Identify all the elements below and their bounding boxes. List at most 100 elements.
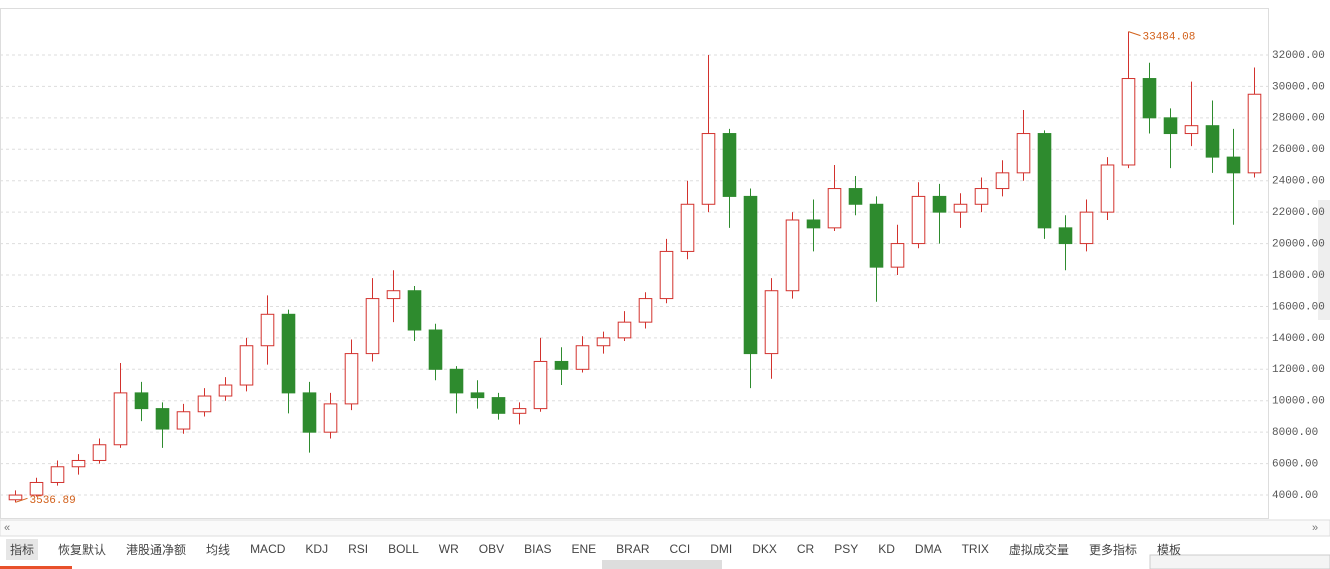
y-tick-label: 12000.00 [1272, 364, 1325, 376]
candle-body [50, 466, 65, 483]
candle-body [722, 133, 737, 197]
tab[interactable]: 均线 [206, 542, 231, 557]
min-label: 3536.89 [30, 495, 76, 507]
tab[interactable]: WR [438, 542, 459, 556]
candle-body [29, 481, 44, 496]
tab[interactable]: 指标 [6, 538, 39, 560]
candle-body [1226, 156, 1241, 174]
y-tick-label: 10000.00 [1272, 396, 1325, 408]
candle-body [869, 203, 884, 268]
candle-body [71, 459, 86, 468]
tab[interactable]: 恢复默认 [58, 542, 107, 557]
candle-body [1100, 164, 1115, 213]
candle-body [743, 195, 758, 355]
y-tick-label: 30000.00 [1272, 81, 1325, 93]
tab[interactable]: DMI [710, 542, 733, 556]
candle-body [785, 219, 800, 292]
candle-body [1058, 227, 1073, 245]
candle-body [428, 329, 443, 370]
candle-body [764, 290, 779, 355]
max-pointer [1128, 31, 1141, 37]
tab[interactable]: BOLL [388, 542, 419, 556]
tab[interactable]: ENE [571, 542, 597, 556]
candle-body [176, 411, 191, 430]
candle-body [512, 408, 527, 414]
plot-frame [0, 8, 1269, 519]
candle-body [1037, 133, 1052, 229]
candle-body [638, 298, 653, 323]
y-tick-label: 20000.00 [1272, 238, 1325, 250]
y-tick-label: 18000.00 [1272, 270, 1325, 282]
side-scroll[interactable] [1318, 200, 1330, 320]
toolbar[interactable] [1149, 554, 1330, 569]
candle-body [407, 290, 422, 331]
tab[interactable]: OBV [478, 542, 505, 556]
tab[interactable]: PSY [834, 542, 859, 556]
candle-body [596, 337, 611, 347]
y-tick-label: 22000.00 [1272, 207, 1325, 219]
candle-body [302, 392, 317, 433]
candle-body [575, 345, 590, 370]
candle-body [806, 219, 821, 229]
candle-body [92, 444, 107, 461]
candle-body [1205, 125, 1220, 158]
tab[interactable]: 模板 [1156, 542, 1181, 557]
candle-body [995, 172, 1010, 190]
min-pointer [15, 497, 28, 503]
candle-body [1142, 78, 1157, 119]
candle-body [974, 188, 989, 205]
candle-body [1121, 78, 1136, 166]
tab[interactable]: MACD [250, 542, 286, 556]
candle-body [1163, 117, 1178, 135]
y-tick-label: 6000.00 [1272, 459, 1318, 471]
candle-body [1247, 93, 1262, 174]
y-tick-label: 32000.00 [1272, 50, 1325, 62]
candle-body [911, 195, 926, 245]
y-tick-label: 16000.00 [1272, 301, 1325, 313]
candle-body [848, 188, 863, 205]
tab[interactable]: KDJ [305, 542, 329, 556]
scroll-right[interactable]: » [1312, 522, 1318, 534]
scrollbar[interactable] [0, 519, 1330, 537]
tab[interactable]: DKX [752, 542, 777, 556]
y-tick-label: 14000.00 [1272, 333, 1325, 345]
tab[interactable]: 港股通净额 [126, 542, 187, 557]
candle-body [617, 321, 632, 339]
candle-body [701, 133, 716, 205]
candle-body [659, 250, 674, 300]
tab[interactable]: BIAS [524, 542, 552, 556]
progress [0, 566, 72, 569]
tab[interactable]: TRIX [961, 542, 989, 556]
tab[interactable]: KD [878, 542, 895, 556]
candle-body [281, 313, 296, 394]
y-tick-label: 28000.00 [1272, 113, 1325, 125]
candle-body [1079, 211, 1094, 245]
tab[interactable]: BRAR [616, 542, 650, 556]
y-tick-label: 24000.00 [1272, 176, 1325, 188]
candle-body [470, 392, 485, 399]
candle-body [8, 494, 23, 501]
tab[interactable]: CCI [669, 542, 691, 556]
tab[interactable]: RSI [348, 542, 369, 556]
candle-body [197, 395, 212, 413]
tab[interactable]: CR [796, 542, 815, 556]
y-tick-label: 8000.00 [1272, 427, 1318, 439]
candle-body [113, 392, 128, 446]
tab[interactable]: DMA [914, 542, 942, 556]
candle-body [239, 345, 254, 386]
scroll-thumb[interactable] [602, 560, 722, 569]
candle-body [386, 290, 401, 300]
scroll-left[interactable]: « [4, 522, 10, 534]
candle-body [890, 243, 905, 268]
candle-body [827, 188, 842, 229]
candle-body [218, 384, 233, 397]
tab[interactable]: 虚拟成交量 [1008, 542, 1069, 557]
candle-body [491, 397, 506, 414]
tab[interactable]: 更多指标 [1088, 542, 1137, 557]
candle-body [449, 368, 464, 394]
candle-body [1184, 125, 1199, 135]
candle-body [1016, 133, 1031, 174]
candle-body [953, 203, 968, 213]
